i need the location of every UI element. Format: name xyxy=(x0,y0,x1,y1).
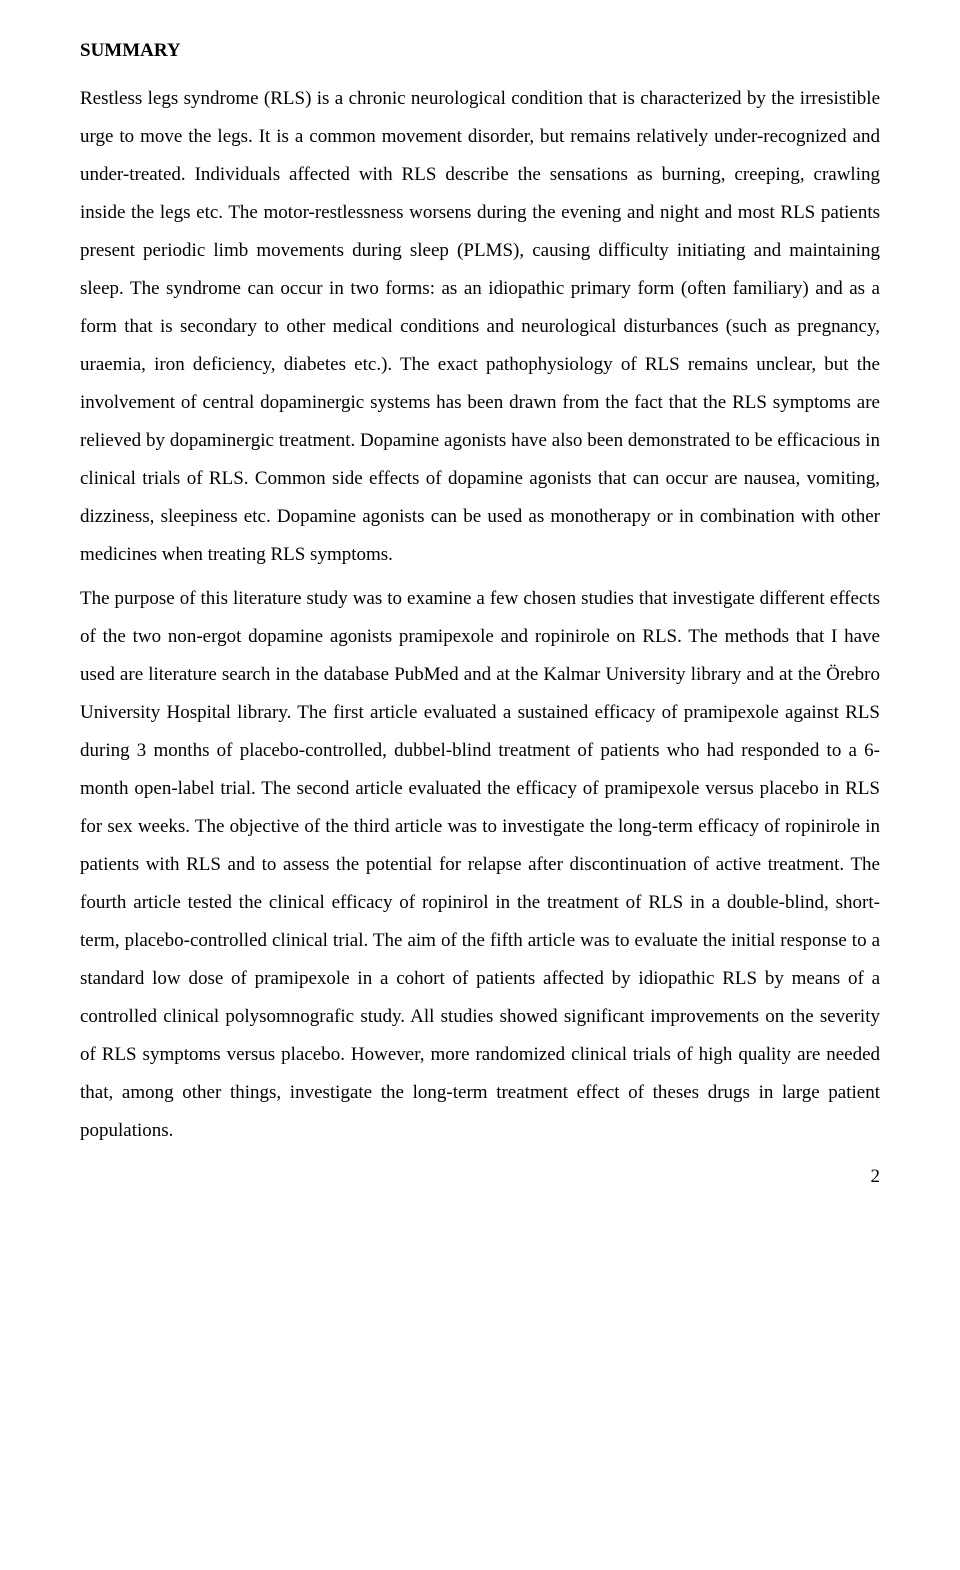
summary-paragraph-2: The purpose of this literature study was… xyxy=(80,580,880,1150)
summary-paragraph-1: Restless legs syndrome (RLS) is a chroni… xyxy=(80,80,880,574)
page-number: 2 xyxy=(80,1166,880,1188)
document-page: SUMMARY Restless legs syndrome (RLS) is … xyxy=(0,0,960,1218)
summary-heading: SUMMARY xyxy=(80,40,880,62)
